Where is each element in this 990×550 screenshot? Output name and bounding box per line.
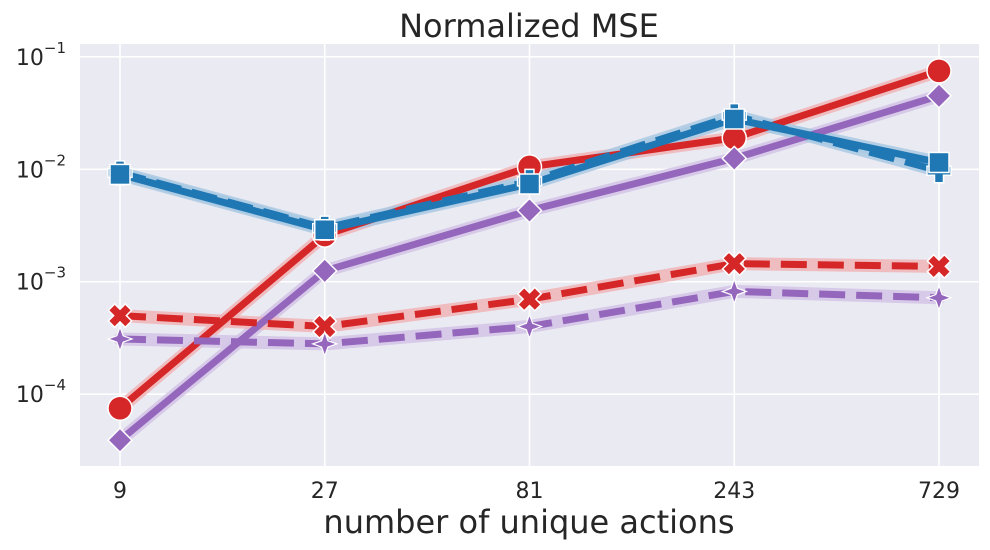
data-point-square	[928, 151, 950, 174]
x-tick-label: 81	[516, 479, 544, 504]
data-point-x	[926, 253, 952, 280]
data-point-square	[109, 163, 131, 186]
data-point-star	[515, 312, 544, 341]
data-point-star	[720, 277, 749, 306]
y-tick-base: 10	[16, 46, 44, 71]
y-tick-label: 10−2	[16, 151, 66, 183]
x-tick-labels: 9 27 81 243 729	[113, 479, 960, 504]
x-axis-label: number of unique actions	[323, 503, 734, 541]
data-point-x	[312, 313, 338, 340]
y-tick-label: 10−1	[16, 39, 66, 71]
x-tick-label: 27	[311, 479, 339, 504]
y-tick-labels: 10−410−310−210−1	[16, 39, 66, 408]
y-tick-exponent: −3	[44, 264, 66, 282]
data-point-diamond	[516, 197, 543, 224]
x-tick-label: 9	[113, 479, 127, 504]
data-point-square	[723, 108, 745, 130]
y-tick-base: 10	[16, 383, 44, 408]
x-tick-label: 729	[918, 479, 960, 504]
y-tick-label: 10−3	[16, 264, 66, 296]
data-point-diamond	[106, 427, 134, 454]
data-point-star	[925, 284, 953, 312]
x-tick-label: 243	[713, 479, 755, 504]
y-tick-label: 10−4	[16, 376, 66, 408]
y-tick-exponent: −1	[44, 39, 66, 57]
data-point-diamond	[925, 82, 953, 109]
data-point-star	[106, 325, 134, 353]
data-point-circle	[926, 58, 952, 84]
series-markers	[106, 58, 953, 454]
data-point-diamond	[311, 257, 338, 284]
data-point-x	[107, 302, 133, 329]
data-point-square	[314, 218, 336, 241]
y-tick-base: 10	[16, 158, 44, 183]
data-point-x	[516, 286, 543, 312]
y-tick-base: 10	[16, 271, 44, 296]
data-point-square	[518, 173, 541, 195]
data-point-diamond	[721, 145, 748, 172]
data-point-x	[721, 250, 747, 277]
y-tick-exponent: −2	[44, 151, 66, 169]
data-point-star	[310, 330, 339, 358]
chart-title: Normalized MSE	[399, 7, 659, 45]
grid	[80, 44, 979, 466]
y-tick-exponent: −4	[44, 376, 66, 394]
data-point-circle	[107, 395, 133, 422]
